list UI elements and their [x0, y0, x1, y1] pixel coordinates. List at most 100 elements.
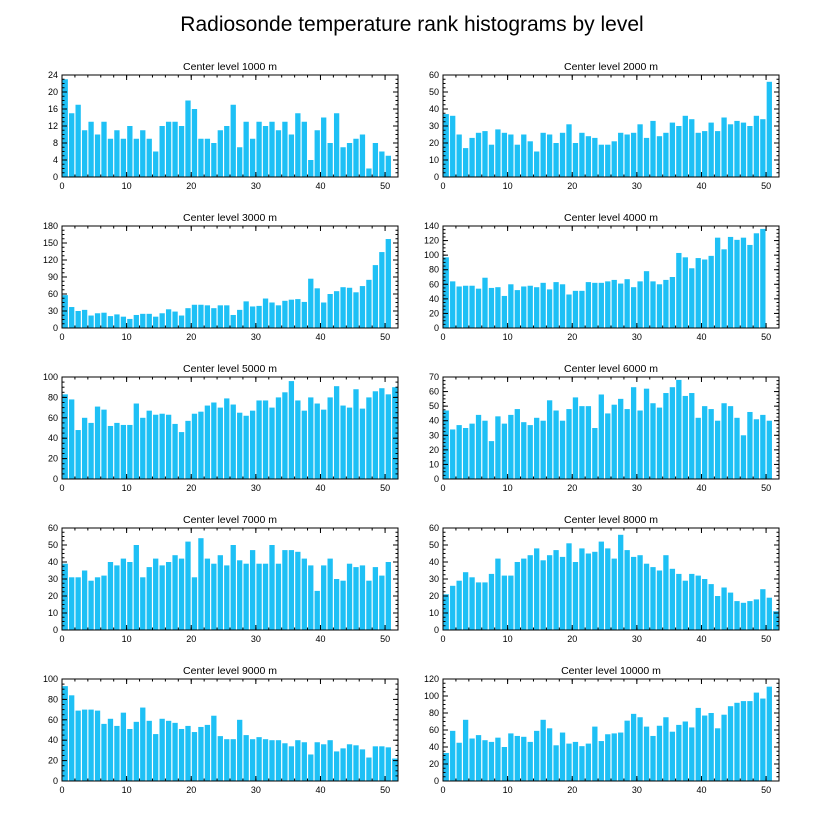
x-tick-label: 30	[251, 785, 261, 795]
bar	[527, 285, 533, 328]
bar	[747, 411, 753, 479]
x-tick-label: 10	[122, 634, 132, 644]
bar	[527, 555, 533, 630]
bar	[637, 410, 643, 479]
bar	[747, 701, 753, 781]
bar	[159, 126, 165, 177]
y-tick-label: 0	[434, 323, 439, 333]
bar	[527, 141, 533, 177]
bar	[553, 550, 559, 630]
bar	[618, 132, 624, 177]
bar	[243, 563, 249, 630]
bar	[495, 129, 501, 177]
bar	[94, 313, 101, 328]
bar	[669, 387, 676, 479]
bar	[572, 562, 579, 630]
bar	[650, 735, 656, 781]
bar	[740, 237, 747, 328]
x-tick-label: 10	[503, 483, 513, 493]
bar	[308, 160, 314, 177]
bar	[256, 121, 262, 177]
bar	[191, 109, 198, 177]
bar	[605, 281, 611, 328]
x-tick-label: 10	[122, 785, 132, 795]
bar	[185, 100, 191, 177]
y-tick-label: 0	[434, 776, 439, 786]
bar	[288, 550, 295, 630]
y-tick-label: 10	[429, 459, 439, 469]
bar	[94, 406, 101, 479]
bar	[237, 309, 243, 328]
bar	[501, 747, 508, 781]
bar	[508, 134, 514, 177]
bar	[747, 244, 753, 328]
bar	[546, 728, 553, 781]
bar	[456, 134, 462, 177]
bar	[153, 151, 159, 177]
y-tick-label: 30	[429, 430, 439, 440]
bar	[475, 132, 482, 177]
bar	[572, 143, 579, 177]
bar	[650, 403, 656, 479]
bar	[75, 577, 81, 630]
bar	[366, 279, 372, 328]
bar	[676, 252, 682, 328]
bar	[249, 138, 256, 177]
bar	[566, 743, 572, 781]
bar	[566, 124, 572, 177]
bar	[308, 278, 314, 328]
bar	[256, 737, 262, 781]
bar	[314, 590, 320, 630]
bar	[501, 295, 508, 328]
bar	[146, 410, 152, 479]
y-tick-label: 0	[53, 474, 58, 484]
bar	[140, 130, 146, 177]
x-tick-label: 40	[696, 785, 706, 795]
y-tick-label: 60	[429, 523, 439, 533]
bar	[127, 318, 133, 328]
y-tick-label: 60	[429, 387, 439, 397]
bar	[327, 397, 333, 479]
bar	[656, 725, 663, 781]
y-tick-label: 120	[424, 236, 439, 246]
bar	[624, 550, 630, 630]
bar	[366, 580, 372, 630]
bar	[256, 400, 262, 479]
y-tick-label: 60	[429, 725, 439, 735]
y-tick-label: 0	[434, 474, 439, 484]
bar	[308, 565, 314, 630]
bar	[295, 740, 301, 781]
x-tick-label: 20	[186, 332, 196, 342]
bar	[534, 548, 540, 630]
bar	[94, 710, 101, 781]
x-tick-label: 10	[503, 181, 513, 191]
bar	[249, 410, 256, 479]
bar	[295, 551, 301, 630]
bar	[766, 420, 772, 479]
bar	[689, 119, 695, 177]
bar	[708, 409, 714, 479]
x-tick-label: 0	[59, 181, 64, 191]
bar	[262, 298, 269, 328]
bar	[721, 249, 727, 328]
bar	[714, 420, 721, 479]
bar	[69, 399, 75, 479]
bar	[62, 295, 68, 328]
bar	[508, 414, 514, 479]
bar	[262, 400, 269, 479]
panel-7: Center level 7000 m 0 10 20 30 40 50 60 0 10 20 30 4…	[48, 514, 399, 644]
bar	[340, 287, 346, 328]
bar	[88, 422, 94, 479]
bar	[101, 121, 107, 177]
bar	[702, 579, 708, 630]
y-tick-label: 40	[429, 742, 439, 752]
bar	[211, 715, 217, 781]
bar	[165, 562, 172, 630]
bar	[359, 408, 366, 479]
bar	[579, 746, 585, 781]
bar	[165, 121, 172, 177]
bar	[185, 420, 191, 479]
bar	[359, 565, 366, 630]
bar	[566, 543, 572, 630]
y-tick-label: 20	[48, 756, 58, 766]
